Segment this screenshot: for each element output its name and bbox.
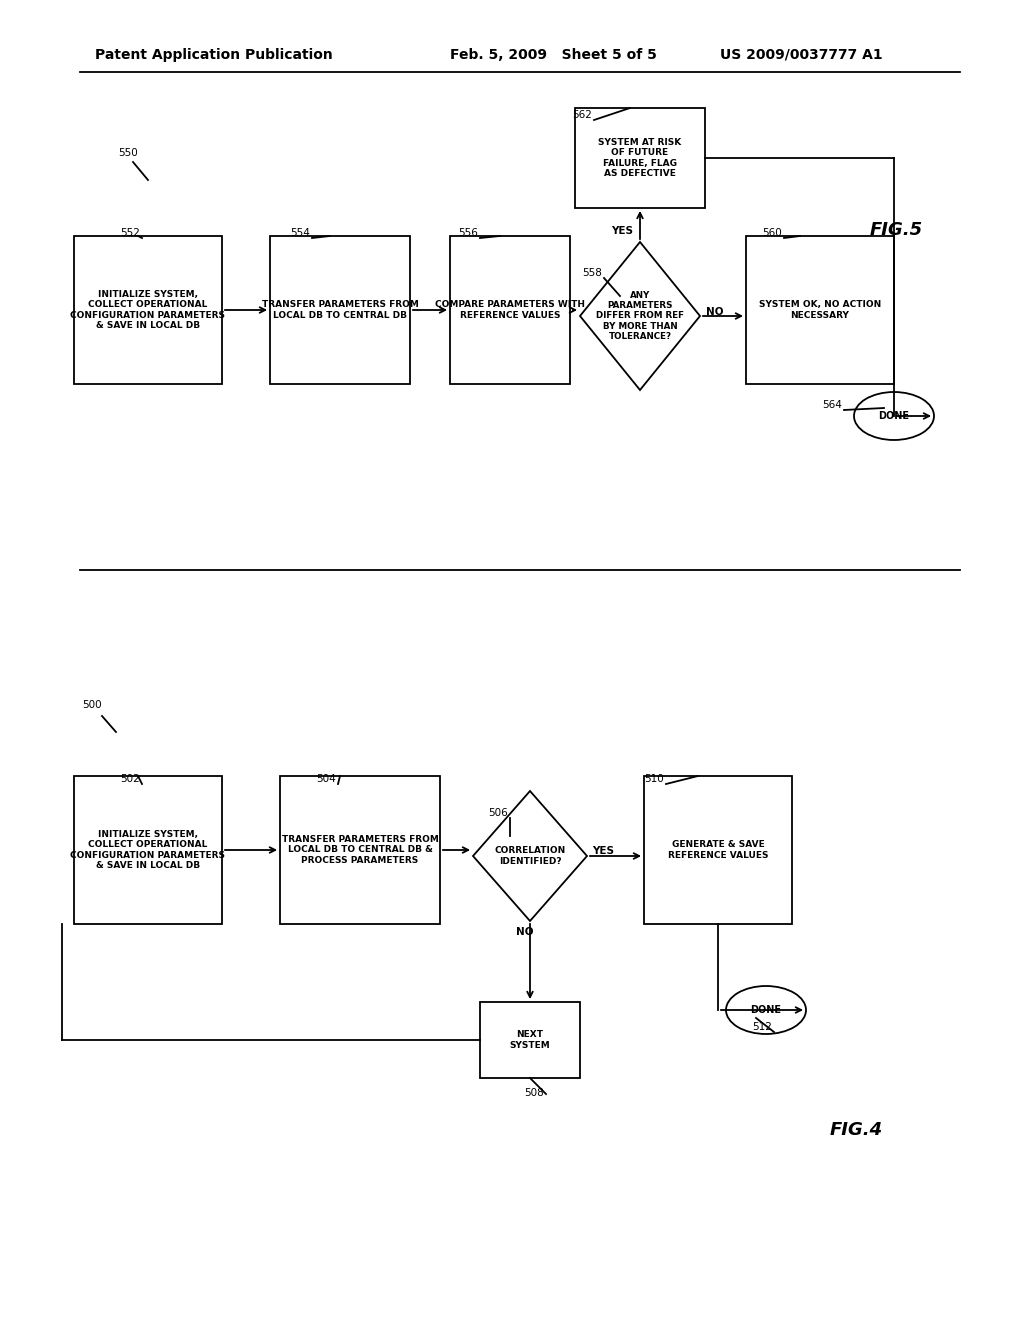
Text: 510: 510	[644, 774, 664, 784]
Text: 506: 506	[488, 808, 508, 818]
Text: 562: 562	[572, 110, 592, 120]
Text: NO: NO	[706, 308, 724, 317]
FancyBboxPatch shape	[480, 1002, 580, 1078]
FancyBboxPatch shape	[746, 236, 894, 384]
FancyBboxPatch shape	[270, 236, 410, 384]
Text: 554: 554	[290, 228, 310, 238]
FancyBboxPatch shape	[450, 236, 570, 384]
Text: 508: 508	[524, 1088, 544, 1098]
Polygon shape	[580, 242, 700, 389]
Text: YES: YES	[592, 846, 614, 855]
Text: 550: 550	[118, 148, 138, 158]
Text: DONE: DONE	[751, 1005, 781, 1015]
Text: INITIALIZE SYSTEM,
COLLECT OPERATIONAL
CONFIGURATION PARAMETERS
& SAVE IN LOCAL : INITIALIZE SYSTEM, COLLECT OPERATIONAL C…	[71, 830, 225, 870]
Text: 512: 512	[752, 1022, 772, 1032]
FancyBboxPatch shape	[575, 108, 705, 209]
Text: TRANSFER PARAMETERS FROM
LOCAL DB TO CENTRAL DB: TRANSFER PARAMETERS FROM LOCAL DB TO CEN…	[261, 300, 419, 319]
Text: NO: NO	[516, 927, 534, 937]
Text: Feb. 5, 2009   Sheet 5 of 5: Feb. 5, 2009 Sheet 5 of 5	[450, 48, 656, 62]
FancyBboxPatch shape	[74, 236, 222, 384]
FancyBboxPatch shape	[280, 776, 440, 924]
Text: 564: 564	[822, 400, 842, 411]
Text: ANY
PARAMETERS
DIFFER FROM REF
BY MORE THAN
TOLERANCE?: ANY PARAMETERS DIFFER FROM REF BY MORE T…	[596, 290, 684, 342]
Text: 552: 552	[120, 228, 140, 238]
Text: 502: 502	[120, 774, 139, 784]
Text: 556: 556	[458, 228, 478, 238]
Text: GENERATE & SAVE
REFERENCE VALUES: GENERATE & SAVE REFERENCE VALUES	[668, 841, 768, 859]
Text: CORRELATION
IDENTIFIED?: CORRELATION IDENTIFIED?	[495, 846, 565, 866]
Text: FIG.4: FIG.4	[830, 1121, 883, 1139]
Text: INITIALIZE SYSTEM,
COLLECT OPERATIONAL
CONFIGURATION PARAMETERS
& SAVE IN LOCAL : INITIALIZE SYSTEM, COLLECT OPERATIONAL C…	[71, 290, 225, 330]
Polygon shape	[473, 791, 587, 921]
Text: 558: 558	[582, 268, 602, 279]
Text: SYSTEM OK, NO ACTION
NECESSARY: SYSTEM OK, NO ACTION NECESSARY	[759, 300, 881, 319]
Text: 500: 500	[82, 700, 101, 710]
Text: DONE: DONE	[879, 411, 909, 421]
Text: 504: 504	[316, 774, 336, 784]
FancyBboxPatch shape	[644, 776, 792, 924]
Text: COMPARE PARAMETERS WITH
REFERENCE VALUES: COMPARE PARAMETERS WITH REFERENCE VALUES	[435, 300, 585, 319]
Text: SYSTEM AT RISK
OF FUTURE
FAILURE, FLAG
AS DEFECTIVE: SYSTEM AT RISK OF FUTURE FAILURE, FLAG A…	[598, 137, 682, 178]
Text: NEXT
SYSTEM: NEXT SYSTEM	[510, 1031, 550, 1049]
FancyBboxPatch shape	[74, 776, 222, 924]
Text: FIG.5: FIG.5	[870, 220, 923, 239]
Text: US 2009/0037777 A1: US 2009/0037777 A1	[720, 48, 883, 62]
Ellipse shape	[854, 392, 934, 440]
Text: Patent Application Publication: Patent Application Publication	[95, 48, 333, 62]
Text: 560: 560	[762, 228, 781, 238]
Text: TRANSFER PARAMETERS FROM
LOCAL DB TO CENTRAL DB &
PROCESS PARAMETERS: TRANSFER PARAMETERS FROM LOCAL DB TO CEN…	[282, 836, 438, 865]
Ellipse shape	[726, 986, 806, 1034]
Text: YES: YES	[611, 226, 633, 236]
